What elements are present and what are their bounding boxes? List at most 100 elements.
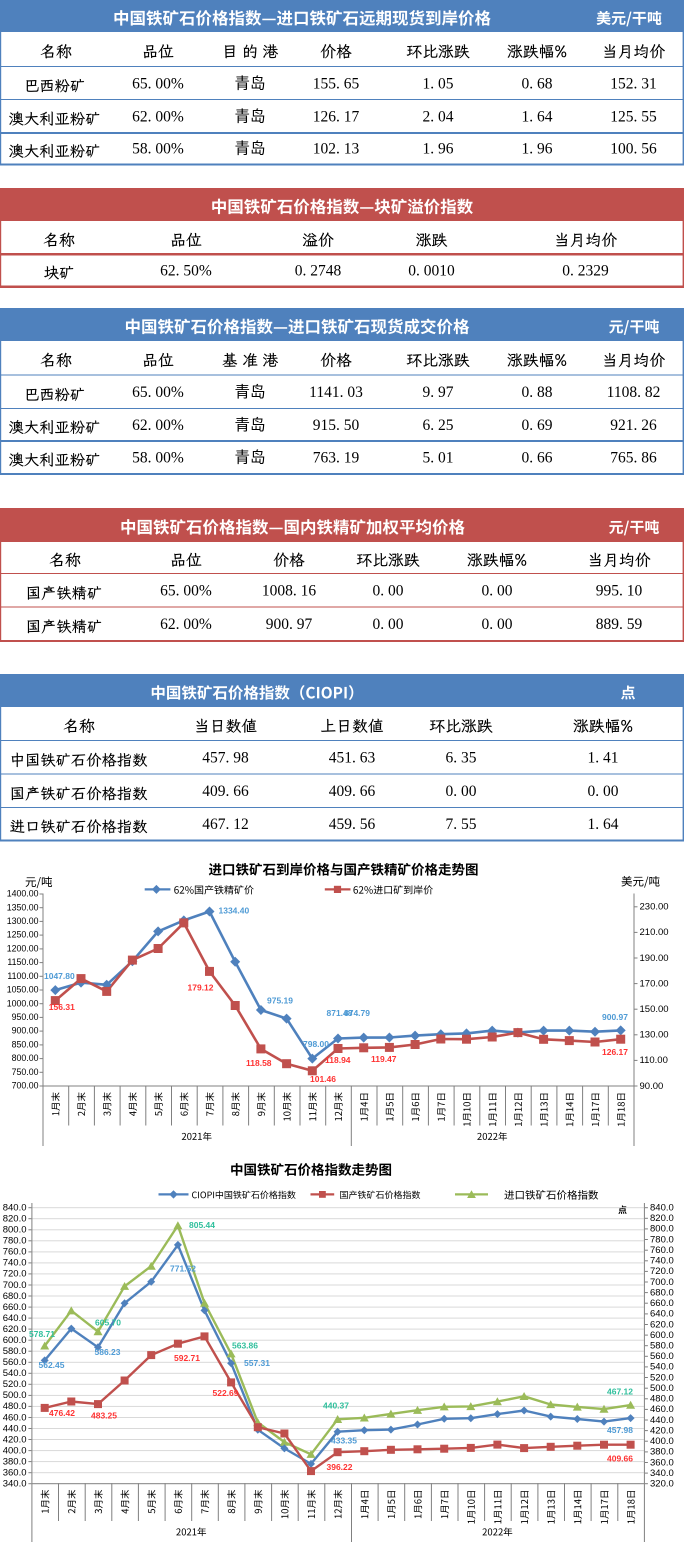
svg-text:340.0: 340.0 [3, 1479, 27, 1490]
svg-text:780.0: 780.0 [3, 1236, 27, 1247]
svg-text:0. 88: 0. 88 [522, 384, 553, 401]
svg-text:995. 10: 995. 10 [596, 583, 643, 600]
svg-text:62. 00%: 62. 00% [132, 108, 184, 125]
svg-text:420.0: 420.0 [3, 1434, 27, 1445]
svg-text:118.58: 118.58 [246, 1058, 272, 1068]
svg-text:440.0: 440.0 [3, 1423, 27, 1434]
svg-text:102. 13: 102. 13 [313, 141, 360, 158]
svg-text:青岛: 青岛 [234, 448, 265, 466]
svg-text:660.0: 660.0 [3, 1302, 27, 1313]
svg-text:1. 05: 1. 05 [423, 75, 454, 92]
svg-text:680.0: 680.0 [3, 1291, 27, 1302]
svg-text:700.0: 700.0 [650, 1277, 674, 1288]
svg-text:760.0: 760.0 [3, 1247, 27, 1258]
svg-text:605.70: 605.70 [95, 1317, 121, 1327]
svg-text:562.45: 562.45 [39, 1360, 65, 1370]
svg-text:1300.00: 1300.00 [7, 916, 39, 926]
svg-text:1050.00: 1050.00 [7, 985, 39, 995]
svg-text:467.12: 467.12 [607, 1386, 633, 1396]
svg-text:740.0: 740.0 [650, 1256, 674, 1267]
svg-text:409.66: 409.66 [607, 1453, 633, 1463]
svg-text:340.0: 340.0 [650, 1468, 674, 1479]
svg-text:396.22: 396.22 [327, 1462, 353, 1472]
svg-text:950.00: 950.00 [12, 1012, 39, 1022]
svg-text:0. 66: 0. 66 [522, 449, 553, 466]
svg-text:0. 2748: 0. 2748 [295, 262, 342, 279]
svg-text:409. 66: 409. 66 [329, 783, 376, 800]
svg-text:640.0: 640.0 [650, 1309, 674, 1320]
svg-text:320.0: 320.0 [650, 1479, 674, 1490]
svg-text:771.62: 771.62 [170, 1263, 196, 1273]
svg-text:457. 98: 457. 98 [202, 750, 249, 767]
svg-text:360.0: 360.0 [650, 1457, 674, 1468]
svg-text:500.0: 500.0 [3, 1390, 27, 1401]
svg-text:820.0: 820.0 [650, 1213, 674, 1224]
svg-text:483.25: 483.25 [91, 1410, 117, 1420]
svg-text:5. 01: 5. 01 [423, 449, 454, 466]
svg-text:680.0: 680.0 [650, 1287, 674, 1298]
svg-text:975.19: 975.19 [267, 995, 293, 1005]
svg-text:580.0: 580.0 [3, 1346, 27, 1357]
svg-text:900. 97: 900. 97 [266, 616, 313, 633]
svg-text:451. 63: 451. 63 [329, 750, 376, 767]
svg-text:915. 50: 915. 50 [313, 417, 360, 434]
svg-text:170.00: 170.00 [640, 978, 669, 989]
svg-text:400.0: 400.0 [650, 1436, 674, 1447]
svg-text:400.0: 400.0 [3, 1445, 27, 1456]
svg-text:100. 56: 100. 56 [610, 141, 657, 158]
svg-text:101.46: 101.46 [310, 1074, 336, 1084]
svg-text:2. 04: 2. 04 [423, 108, 454, 125]
svg-text:560.0: 560.0 [650, 1351, 674, 1362]
svg-text:800.0: 800.0 [650, 1224, 674, 1235]
svg-text:640.0: 640.0 [3, 1313, 27, 1324]
svg-text:420.0: 420.0 [650, 1425, 674, 1436]
svg-text:1350.00: 1350.00 [7, 902, 39, 912]
svg-text:520.0: 520.0 [3, 1379, 27, 1390]
svg-text:62. 00%: 62. 00% [160, 616, 212, 633]
svg-text:433.35: 433.35 [331, 1435, 357, 1445]
svg-text:459. 56: 459. 56 [329, 816, 376, 833]
svg-text:440.0: 440.0 [650, 1415, 674, 1426]
svg-text:360.0: 360.0 [3, 1468, 27, 1479]
svg-text:460.0: 460.0 [650, 1404, 674, 1415]
svg-text:0. 68: 0. 68 [522, 75, 553, 92]
svg-text:409. 66: 409. 66 [202, 783, 249, 800]
svg-text:1. 64: 1. 64 [522, 108, 553, 125]
svg-text:58. 00%: 58. 00% [132, 449, 184, 466]
svg-text:1250.00: 1250.00 [7, 930, 39, 940]
svg-text:900.97: 900.97 [602, 1012, 628, 1022]
svg-text:0. 00: 0. 00 [588, 783, 619, 800]
svg-text:1150.00: 1150.00 [7, 957, 38, 967]
svg-text:660.0: 660.0 [650, 1298, 674, 1309]
svg-text:179.12: 179.12 [188, 982, 214, 992]
svg-text:440.37: 440.37 [323, 1400, 349, 1410]
svg-text:65. 00%: 65. 00% [132, 384, 184, 401]
svg-text:798.00: 798.00 [303, 1039, 329, 1049]
svg-text:155. 65: 155. 65 [313, 75, 360, 92]
svg-text:0. 0010: 0. 0010 [408, 262, 455, 279]
svg-text:380.0: 380.0 [650, 1447, 674, 1458]
svg-text:900.00: 900.00 [12, 1026, 39, 1036]
svg-text:480.0: 480.0 [3, 1401, 27, 1412]
svg-text:62. 50%: 62. 50% [160, 262, 212, 279]
svg-text:青岛: 青岛 [234, 416, 265, 434]
svg-text:58. 00%: 58. 00% [132, 141, 184, 158]
svg-text:763. 19: 763. 19 [313, 449, 360, 466]
svg-text:青岛: 青岛 [234, 107, 265, 125]
svg-text:6. 35: 6. 35 [446, 750, 477, 767]
svg-text:760.0: 760.0 [650, 1245, 674, 1256]
svg-text:560.0: 560.0 [3, 1357, 27, 1368]
svg-text:889. 59: 889. 59 [596, 616, 643, 633]
svg-text:850.00: 850.00 [12, 1039, 39, 1049]
svg-text:青岛: 青岛 [234, 140, 265, 158]
svg-text:580.0: 580.0 [650, 1341, 674, 1352]
svg-text:6. 25: 6. 25 [423, 417, 454, 434]
svg-text:65. 00%: 65. 00% [160, 583, 212, 600]
svg-text:522.69: 522.69 [213, 1388, 239, 1398]
svg-text:874.79: 874.79 [344, 1008, 370, 1018]
svg-text:700.0: 700.0 [3, 1280, 27, 1291]
svg-text:520.0: 520.0 [650, 1372, 674, 1383]
svg-text:126. 17: 126. 17 [313, 108, 360, 125]
svg-text:563.86: 563.86 [232, 1340, 258, 1350]
svg-text:720.0: 720.0 [3, 1269, 27, 1280]
